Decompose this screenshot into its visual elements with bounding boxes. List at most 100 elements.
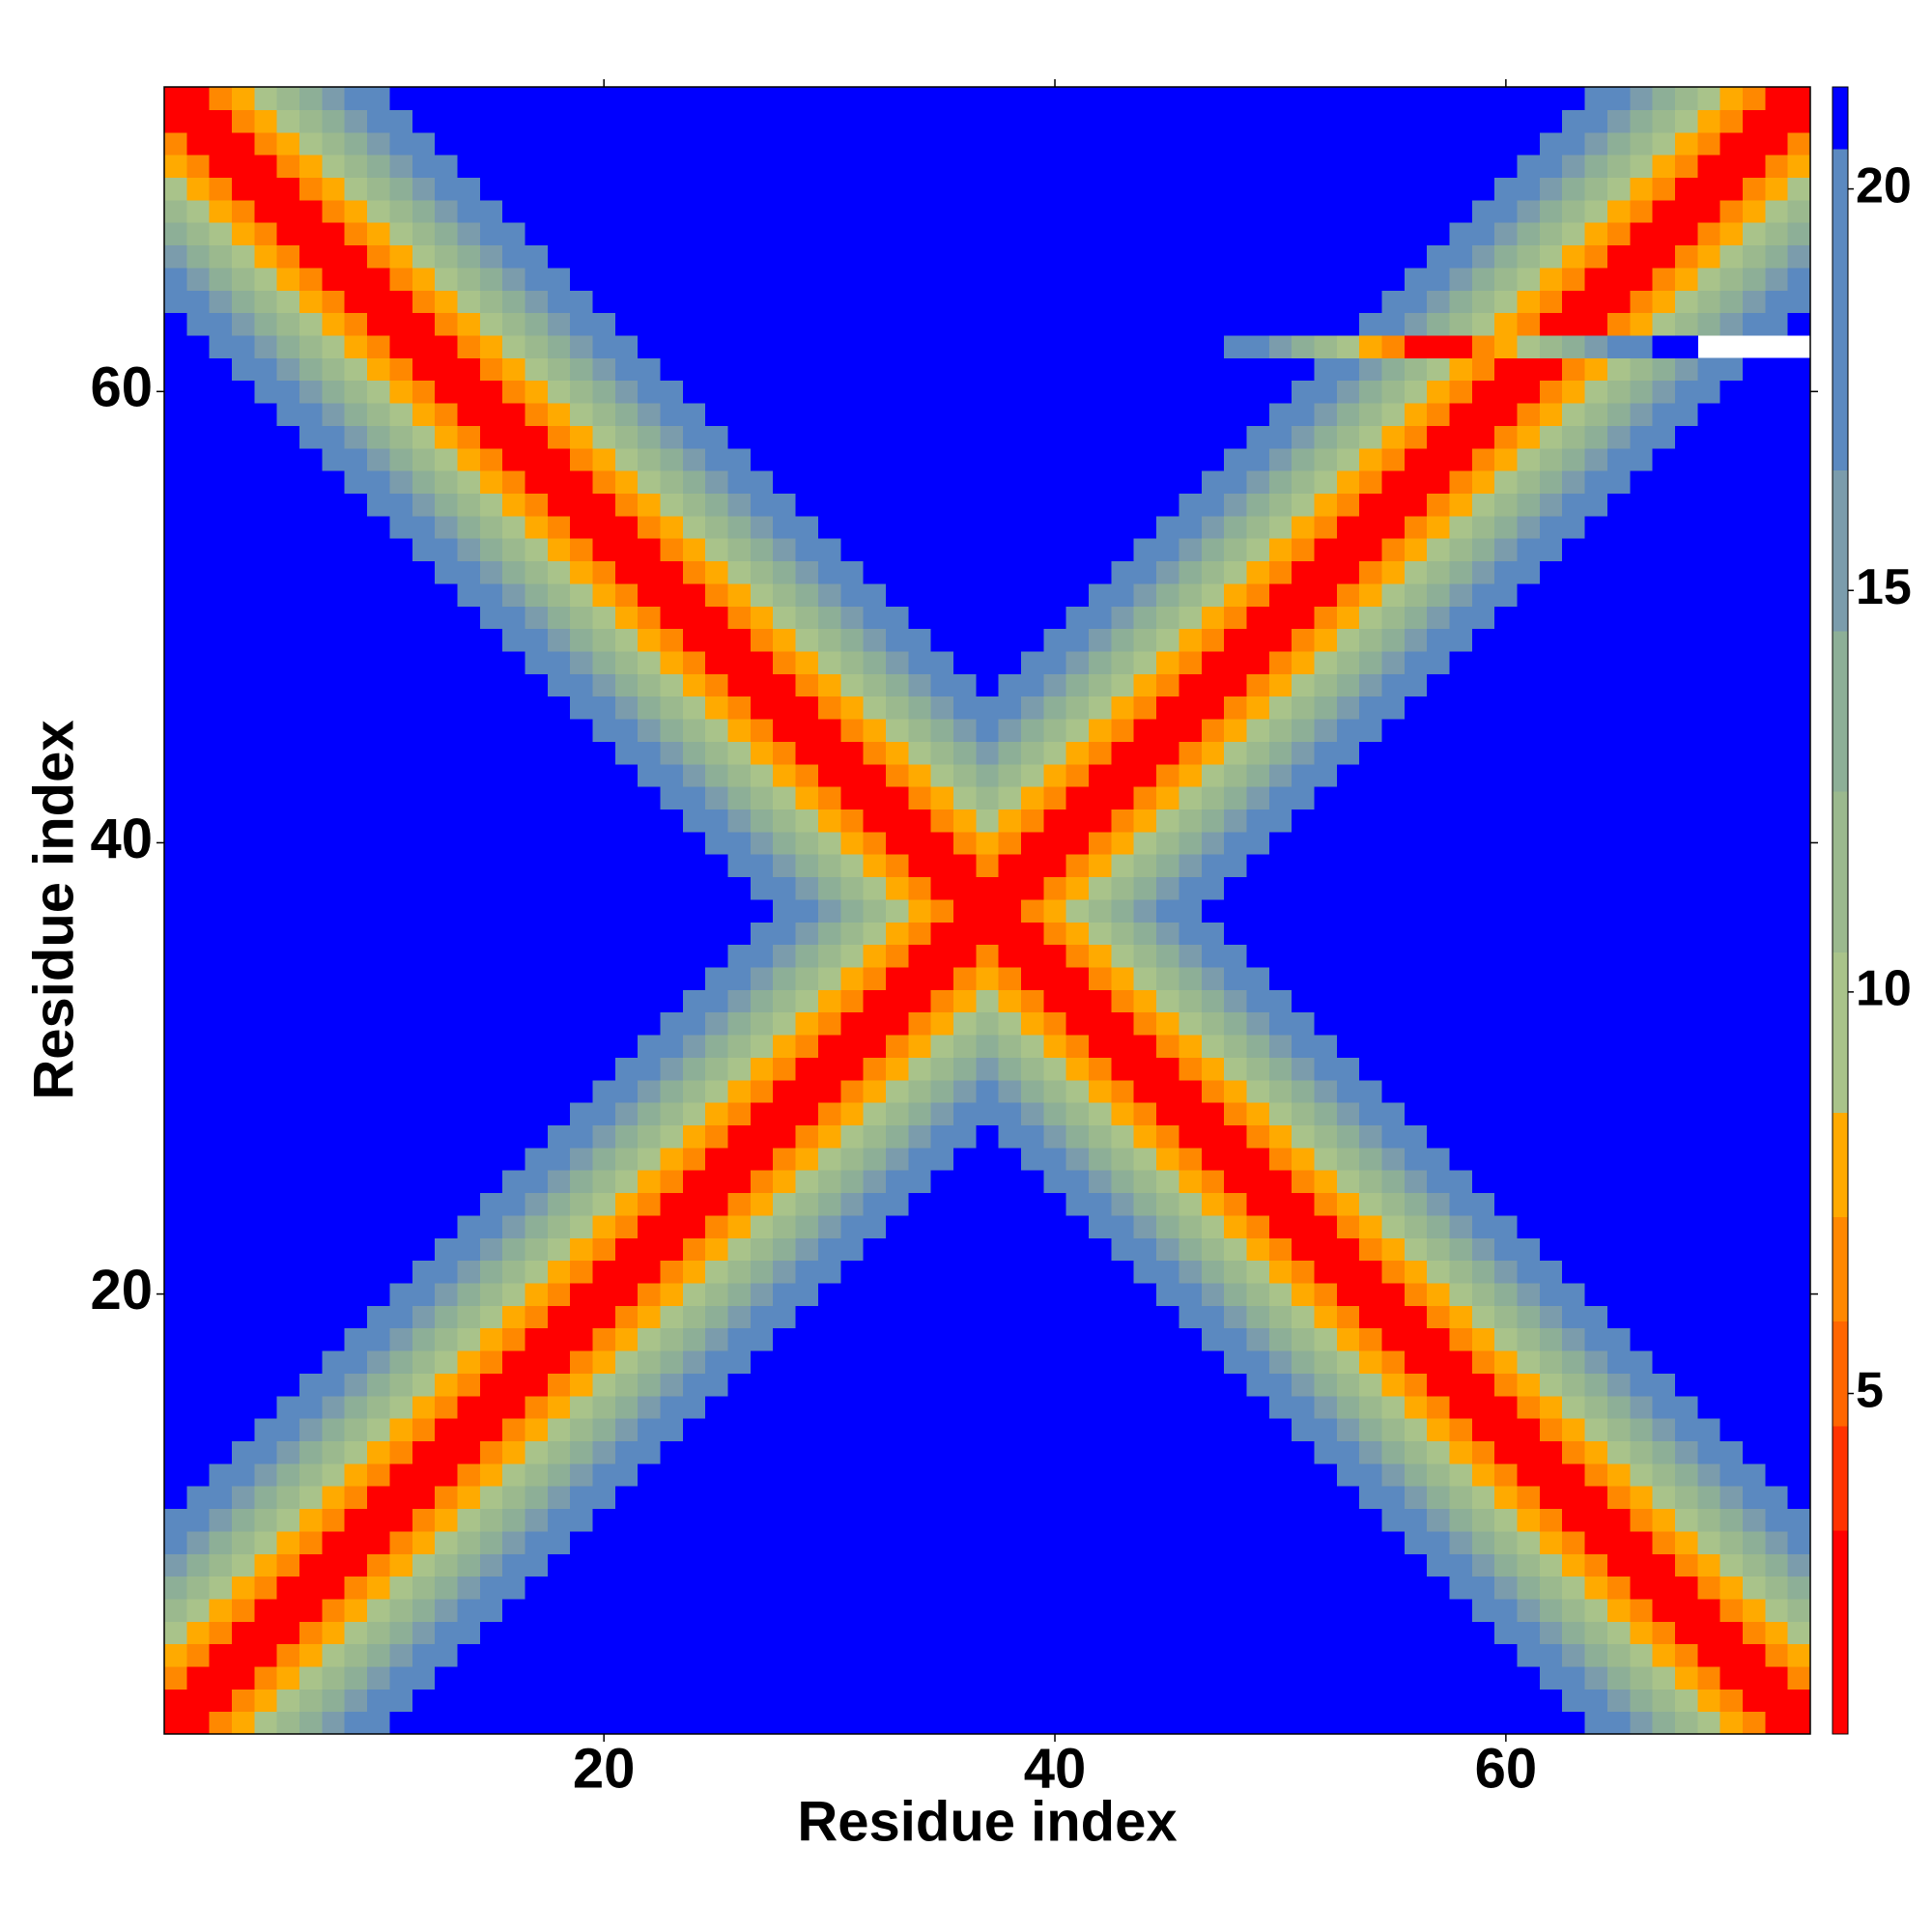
heatmap-cell: [1719, 1553, 1744, 1577]
heatmap-cell: [1697, 560, 1721, 584]
heatmap-cell: [322, 673, 346, 697]
heatmap-cell: [254, 1665, 278, 1690]
heatmap-cell: [660, 1079, 684, 1103]
heatmap-cell: [795, 1530, 819, 1554]
heatmap-cell: [998, 1011, 1022, 1036]
heatmap-cell: [795, 718, 819, 742]
heatmap-cell: [817, 1576, 841, 1600]
heatmap-cell: [885, 1282, 909, 1306]
heatmap-cell: [1156, 1260, 1180, 1284]
heatmap-cell: [1111, 470, 1135, 495]
heatmap-cell: [1674, 1305, 1698, 1329]
heatmap-cell: [322, 1440, 346, 1464]
heatmap-cell: [322, 222, 346, 246]
heatmap-cell: [727, 334, 752, 358]
heatmap-cell: [435, 763, 459, 787]
heatmap-cell: [186, 425, 211, 449]
heatmap-cell: [908, 966, 932, 990]
heatmap-cell: [908, 1102, 932, 1125]
heatmap-cell: [1697, 1643, 1721, 1667]
heatmap-cell: [502, 1079, 526, 1103]
heatmap-cell: [232, 741, 255, 765]
heatmap-cell: [1246, 1305, 1270, 1329]
heatmap-cell: [998, 267, 1022, 291]
heatmap-cell: [479, 290, 503, 314]
heatmap-cell: [1719, 1102, 1744, 1125]
heatmap-cell: [1742, 1305, 1766, 1329]
heatmap-cell: [1133, 199, 1157, 223]
heatmap-cell: [1381, 1373, 1406, 1397]
heatmap-cell: [1111, 447, 1135, 471]
heatmap-cell: [638, 966, 662, 990]
heatmap-cell: [1381, 267, 1406, 291]
heatmap-cell: [795, 334, 819, 358]
heatmap-cell: [1268, 402, 1293, 426]
heatmap-cell: [1043, 334, 1067, 358]
heatmap-cell: [389, 290, 413, 314]
heatmap-cell: [1742, 718, 1766, 742]
heatmap-cell: [1021, 1282, 1044, 1306]
heatmap-cell: [525, 1124, 549, 1149]
heatmap-cell: [164, 1237, 187, 1262]
heatmap-cell: [525, 222, 549, 246]
heatmap-cell: [412, 1237, 436, 1262]
heatmap-cell: [952, 1486, 977, 1510]
heatmap-cell: [930, 1621, 954, 1645]
heatmap-cell: [795, 831, 819, 855]
heatmap-cell: [1494, 1282, 1519, 1306]
heatmap-cell: [502, 1350, 526, 1374]
heatmap-cell: [998, 290, 1022, 314]
heatmap-cell: [186, 493, 211, 517]
heatmap-cell: [660, 989, 684, 1013]
heatmap-cell: [885, 538, 909, 562]
heatmap-cell: [614, 1079, 639, 1103]
heatmap-cell: [412, 922, 436, 946]
heatmap-cell: [232, 493, 255, 517]
heatmap-cell: [1133, 334, 1157, 358]
heatmap-cell: [1697, 1350, 1721, 1374]
heatmap-cell: [164, 673, 187, 697]
heatmap-cell: [998, 1665, 1022, 1690]
heatmap-cell: [795, 1418, 819, 1441]
heatmap-cell: [1584, 1170, 1608, 1194]
heatmap-cell: [1381, 876, 1406, 900]
heatmap-cell: [1021, 650, 1044, 674]
heatmap-cell: [952, 1643, 977, 1667]
heatmap-cell: [727, 267, 752, 291]
heatmap-cell: [1562, 267, 1586, 291]
heatmap-cell: [976, 312, 1000, 336]
heatmap-cell: [1652, 786, 1676, 810]
heatmap-cell: [1021, 1102, 1044, 1125]
heatmap-cell: [682, 470, 706, 495]
heatmap-cell: [1562, 244, 1586, 269]
heatmap-cell: [1539, 1395, 1563, 1419]
heatmap-cell: [1652, 402, 1676, 426]
heatmap-cell: [1630, 1350, 1654, 1374]
heatmap-cell: [817, 741, 841, 765]
heatmap-cell: [1494, 560, 1519, 584]
heatmap-cell: [638, 989, 662, 1013]
heatmap-cell: [1404, 1102, 1428, 1125]
heatmap-cell: [660, 1395, 684, 1419]
heatmap-cell: [1201, 1665, 1225, 1690]
heatmap-cell: [457, 898, 481, 923]
heatmap-cell: [209, 1689, 233, 1713]
heatmap-cell: [547, 1350, 571, 1374]
heatmap-cell: [276, 425, 300, 449]
heatmap-cell: [863, 222, 887, 246]
heatmap-cell: [908, 312, 932, 336]
heatmap-cell: [1562, 628, 1586, 652]
heatmap-cell: [232, 199, 255, 223]
heatmap-cell: [998, 1553, 1022, 1577]
heatmap-cell: [976, 606, 1000, 630]
heatmap-cell: [232, 1327, 255, 1351]
heatmap-cell: [1494, 1102, 1519, 1125]
heatmap-cell: [908, 538, 932, 562]
heatmap-cell: [1179, 334, 1203, 358]
heatmap-cell: [570, 1440, 594, 1464]
heatmap-cell: [502, 1102, 526, 1125]
heatmap-cell: [1224, 1079, 1248, 1103]
heatmap-cell: [367, 650, 391, 674]
heatmap-cell: [570, 290, 594, 314]
heatmap-cell: [457, 1689, 481, 1713]
